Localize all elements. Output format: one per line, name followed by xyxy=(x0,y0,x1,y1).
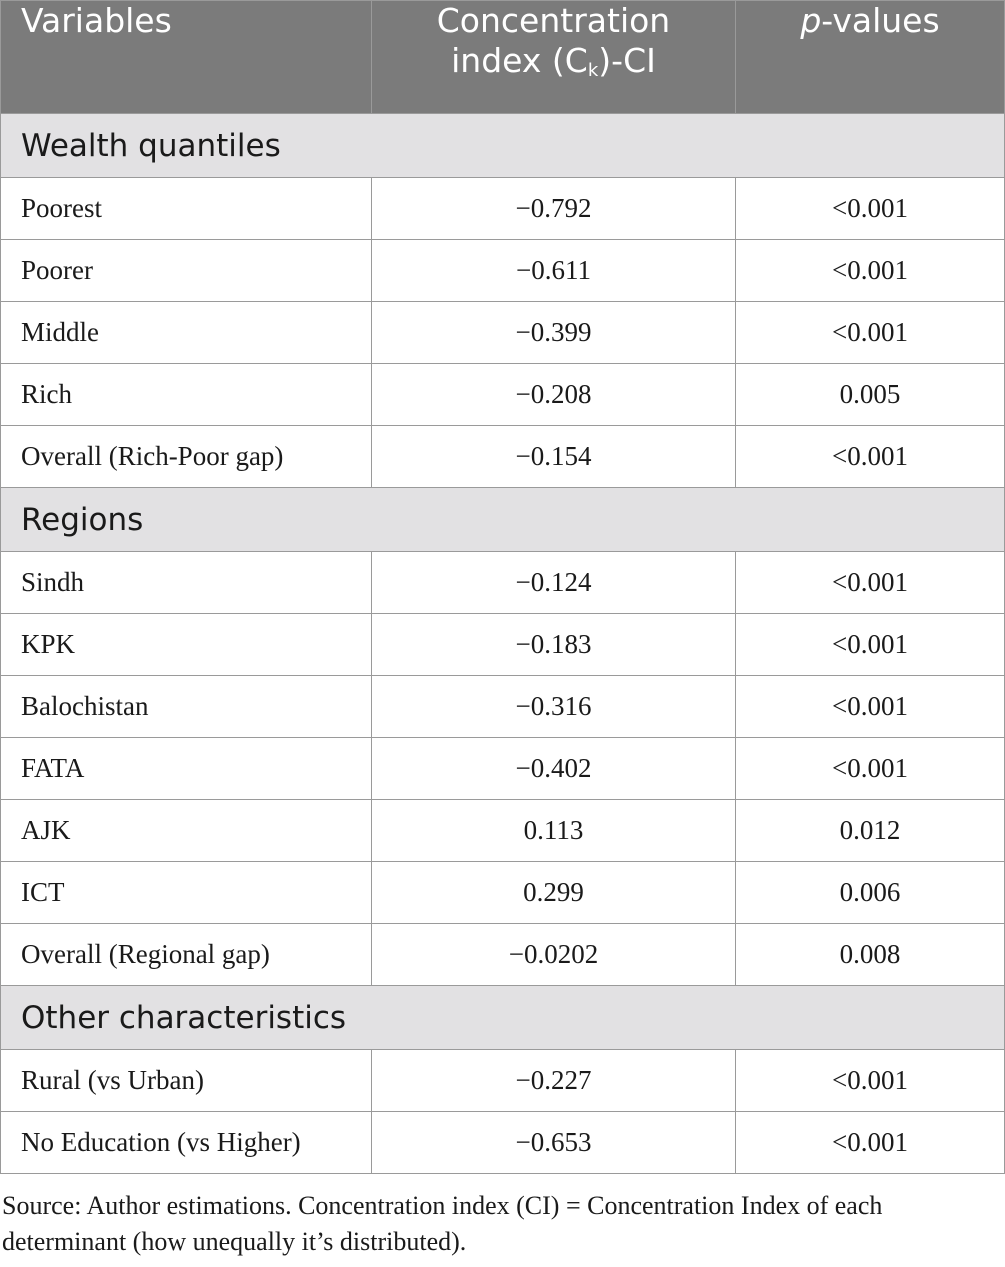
cell-p-value: <0.001 xyxy=(735,1049,1005,1112)
cell-concentration-index: −0.0202 xyxy=(371,923,736,986)
header-ci-line1: Concentration xyxy=(436,1,671,40)
cell-concentration-index: −0.183 xyxy=(371,613,736,676)
cell-concentration-index: −0.399 xyxy=(371,301,736,364)
cell-concentration-index: −0.227 xyxy=(371,1049,736,1112)
section-title: Wealth quantiles xyxy=(0,113,1005,178)
cell-variable: Sindh xyxy=(0,551,372,614)
table-row: Rural (vs Urban) −0.227 <0.001 xyxy=(0,1049,1005,1112)
cell-concentration-index: −0.208 xyxy=(371,363,736,426)
header-variables: Variables xyxy=(0,0,372,114)
cell-p-value: 0.005 xyxy=(735,363,1005,426)
cell-variable: Balochistan xyxy=(0,675,372,738)
cell-variable: Rural (vs Urban) xyxy=(0,1049,372,1112)
table-body: Wealth quantiles Poorest −0.792 <0.001 Poore… xyxy=(0,113,1005,1174)
table-header: Variables Concentration index (Ck)-CI p-v… xyxy=(0,0,1005,114)
cell-variable: Poorer xyxy=(0,239,372,302)
section-row: Wealth quantiles xyxy=(0,113,1005,178)
cell-concentration-index: −0.611 xyxy=(371,239,736,302)
cell-variable: AJK xyxy=(0,799,372,862)
cell-variable: KPK xyxy=(0,613,372,676)
cell-p-value: 0.012 xyxy=(735,799,1005,862)
table-row: ICT 0.299 0.006 xyxy=(0,861,1005,924)
cell-concentration-index: −0.316 xyxy=(371,675,736,738)
header-variables-label: Variables xyxy=(21,1,172,40)
cell-concentration-index: −0.402 xyxy=(371,737,736,800)
cell-concentration-index: 0.113 xyxy=(371,799,736,862)
table-row: AJK 0.113 0.012 xyxy=(0,799,1005,862)
cell-variable: FATA xyxy=(0,737,372,800)
table-row: FATA −0.402 <0.001 xyxy=(0,737,1005,800)
cell-p-value: <0.001 xyxy=(735,1111,1005,1174)
section-title: Regions xyxy=(0,487,1005,552)
table-row: Overall (Regional gap) −0.0202 0.008 xyxy=(0,923,1005,986)
cell-p-value: <0.001 xyxy=(735,675,1005,738)
cell-p-value: <0.001 xyxy=(735,177,1005,240)
header-p-italic: p xyxy=(800,1,822,40)
cell-variable: Middle xyxy=(0,301,372,364)
cell-p-value: <0.001 xyxy=(735,301,1005,364)
cell-variable: ICT xyxy=(0,861,372,924)
table-row: KPK −0.183 <0.001 xyxy=(0,613,1005,676)
table-footnote: Source: Author estimations. Concentratio… xyxy=(2,1191,883,1256)
cell-p-value: <0.001 xyxy=(735,239,1005,302)
cell-variable: Overall (Regional gap) xyxy=(0,923,372,986)
cell-concentration-index: −0.124 xyxy=(371,551,736,614)
cell-concentration-index: −0.653 xyxy=(371,1111,736,1174)
table-row: Overall (Rich-Poor gap) −0.154 <0.001 xyxy=(0,425,1005,488)
header-p-rest: -values xyxy=(821,1,940,40)
table-row: No Education (vs Higher) −0.653 <0.001 xyxy=(0,1111,1005,1174)
header-ci-line2-post: )-CI xyxy=(598,41,656,80)
cell-concentration-index: −0.154 xyxy=(371,425,736,488)
table-row: Balochistan −0.316 <0.001 xyxy=(0,675,1005,738)
cell-concentration-index: 0.299 xyxy=(371,861,736,924)
cell-variable: No Education (vs Higher) xyxy=(0,1111,372,1174)
header-p-values: p-values xyxy=(735,0,1005,114)
cell-variable: Poorest xyxy=(0,177,372,240)
table-row: Poorer −0.611 <0.001 xyxy=(0,239,1005,302)
cell-p-value: <0.001 xyxy=(735,425,1005,488)
cell-concentration-index: −0.792 xyxy=(371,177,736,240)
table-row: Middle −0.399 <0.001 xyxy=(0,301,1005,364)
cell-p-value: <0.001 xyxy=(735,737,1005,800)
table-row: Rich −0.208 0.005 xyxy=(0,363,1005,426)
header-ci-line2-pre: index (C xyxy=(451,41,588,80)
cell-p-value: 0.008 xyxy=(735,923,1005,986)
cell-variable: Overall (Rich-Poor gap) xyxy=(0,425,372,488)
cell-p-value: <0.001 xyxy=(735,551,1005,614)
table-row: Poorest −0.792 <0.001 xyxy=(0,177,1005,240)
cell-p-value: 0.006 xyxy=(735,861,1005,924)
section-row: Other characteristics xyxy=(0,985,1005,1050)
header-ci-subscript: k xyxy=(587,60,599,81)
section-title: Other characteristics xyxy=(0,985,1005,1050)
cell-variable: Rich xyxy=(0,363,372,426)
section-row: Regions xyxy=(0,487,1005,552)
header-concentration-index: Concentration index (Ck)-CI xyxy=(371,0,736,114)
table-row: Sindh −0.124 <0.001 xyxy=(0,551,1005,614)
results-table: Variables Concentration index (Ck)-CI p-v… xyxy=(0,0,1005,1174)
cell-p-value: <0.001 xyxy=(735,613,1005,676)
